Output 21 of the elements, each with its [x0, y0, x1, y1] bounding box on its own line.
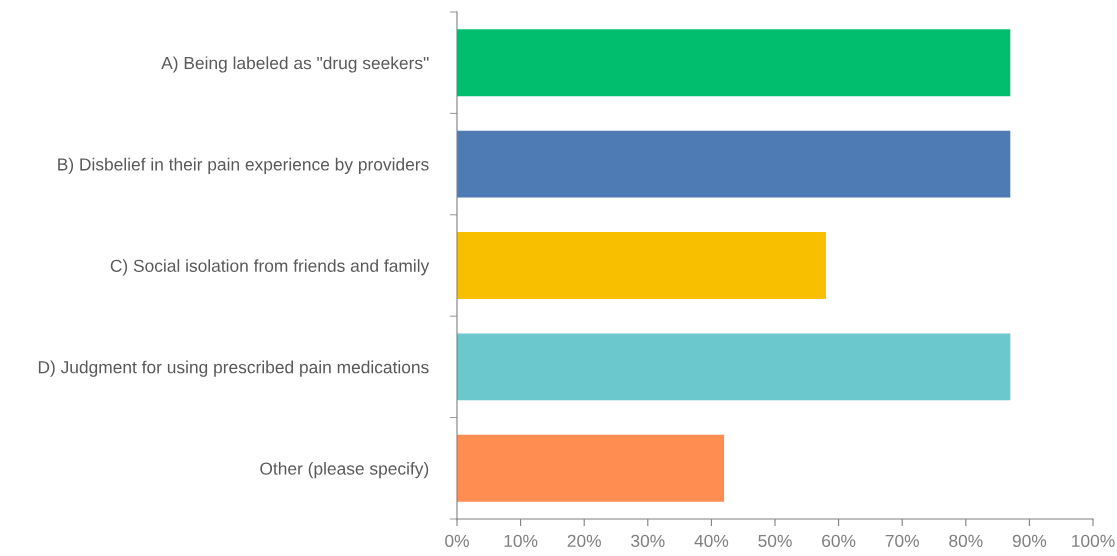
bar	[457, 232, 826, 299]
x-tick-label: 0%	[445, 534, 469, 548]
x-tick-label: 100%	[1072, 534, 1115, 548]
x-tick-label: 70%	[885, 534, 919, 548]
x-tick-label: 30%	[631, 534, 665, 548]
y-tick-label: Other (please specify)	[260, 462, 429, 479]
x-tick-label: 80%	[949, 534, 983, 548]
x-tick-label: 20%	[567, 534, 601, 548]
y-tick-label: C) Social isolation from friends and family	[110, 259, 430, 276]
y-tick-label: B) Disbelief in their pain experience by providers	[58, 157, 429, 174]
y-tick-label: A) Being labeled as "drug seekers"	[161, 56, 429, 73]
x-tick-label: 50%	[758, 534, 792, 548]
bar	[457, 29, 1011, 97]
x-tick-label: 10%	[504, 534, 538, 548]
x-tick-label: 60%	[822, 534, 856, 548]
y-tick-label: D) Judgment for using prescribed pain medications	[38, 360, 429, 377]
bar	[457, 434, 725, 502]
bar	[457, 130, 1011, 198]
bar	[457, 333, 1011, 401]
x-tick-label: 90%	[1012, 534, 1047, 548]
x-tick-label: 40%	[694, 534, 729, 548]
